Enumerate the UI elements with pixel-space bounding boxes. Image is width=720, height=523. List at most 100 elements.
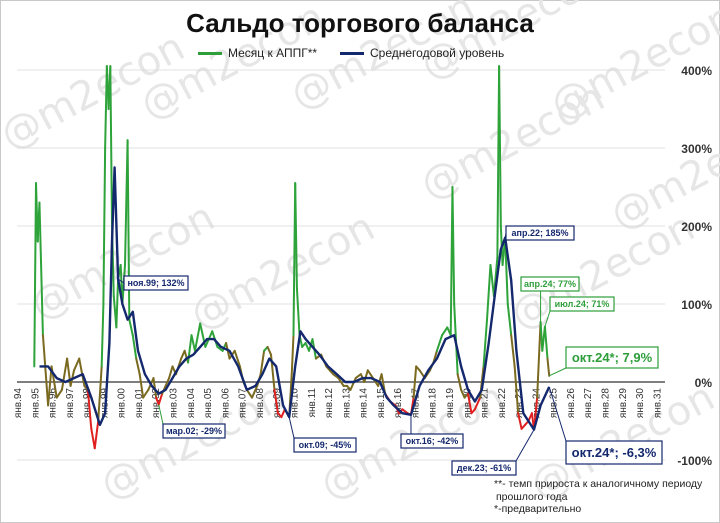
monthly-series-segment-118 xyxy=(456,373,463,391)
monthly-series-segment-55 xyxy=(216,345,224,352)
monthly-series-segment-16 xyxy=(93,420,100,450)
monthly-series-segment-76 xyxy=(294,182,298,290)
monthly-series-segment-35 xyxy=(138,373,145,399)
monthly-series-segment-119 xyxy=(460,388,466,399)
annotation-label-8: окт.24*; 7,9% xyxy=(572,350,653,365)
monthly-series-segment-19 xyxy=(102,147,107,305)
x-tick-label-9: янв.03 xyxy=(169,388,180,419)
annotation-leader-8 xyxy=(549,367,567,377)
monthly-series-segment-50 xyxy=(193,322,202,352)
monthly-series-segment-23 xyxy=(109,65,114,227)
x-tick-label-4: янв.98 xyxy=(82,388,93,419)
monthly-series-segment-31 xyxy=(126,139,131,321)
monthly-series-segment-40 xyxy=(157,392,164,406)
monthly-series-segment-147 xyxy=(546,357,551,377)
annotation-box-2 xyxy=(293,437,357,453)
monthly-series-segment-130 xyxy=(498,65,502,227)
annotation-label-2: окт.09; -45% xyxy=(299,440,352,450)
monthly-series-segment-91 xyxy=(349,377,357,391)
monthly-series-segment-11 xyxy=(73,357,81,372)
monthly-series-segment-0 xyxy=(33,182,38,368)
chart-title: Сальдо торгового баланса xyxy=(186,8,534,38)
monthly-series-segment-113 xyxy=(441,326,449,337)
annotation-leader-0 xyxy=(117,278,125,284)
x-tick-label-27: янв.21 xyxy=(480,388,491,419)
x-tick-label-19: янв.13 xyxy=(341,388,352,419)
monthly-series-segment-134 xyxy=(506,303,513,337)
annotation-box-6 xyxy=(520,276,580,292)
monthly-series-segment-127 xyxy=(489,264,495,298)
annotation-box-1 xyxy=(162,423,226,439)
monthly-series-segment-5 xyxy=(47,365,53,407)
x-tick-label-8: янв.02 xyxy=(151,388,162,419)
monthly-series-segment-126 xyxy=(486,264,492,321)
monthly-series-segment-63 xyxy=(251,384,259,399)
monthly-series-segment-8 xyxy=(60,357,69,391)
monthly-series-segment-9 xyxy=(66,357,72,387)
annotation-label-9: окт.24*; -6,3% xyxy=(572,445,657,460)
x-tick-label-1: янв.95 xyxy=(30,388,41,419)
x-tick-label-21: янв.15 xyxy=(376,388,387,419)
annotation-box-7 xyxy=(549,296,615,312)
annotation-box-9 xyxy=(565,440,663,465)
monthly-series-segment-36 xyxy=(142,388,150,399)
monthly-series-segment-14 xyxy=(86,388,93,430)
x-tick-label-36: янв.30 xyxy=(635,388,646,419)
annotation-label-0: ноя.99; 132% xyxy=(127,278,184,288)
x-tick-label-23: янв.17 xyxy=(410,388,421,419)
x-tick-label-6: янв.00 xyxy=(117,388,128,419)
annotation-label-1: мар.02; -29% xyxy=(166,426,222,436)
watermark-8: @m2econ xyxy=(503,204,702,339)
monthly-series-segment-125 xyxy=(482,318,489,368)
y-tick-label-2: 200% xyxy=(681,220,712,234)
y-tick-label-1: 300% xyxy=(681,142,712,156)
annotation-box-3 xyxy=(400,433,464,449)
monthly-series-segment-62 xyxy=(245,388,254,399)
x-tick-label-11: янв.05 xyxy=(203,388,214,419)
annotation-box-5 xyxy=(451,460,517,476)
monthly-series-segment-42 xyxy=(164,377,171,387)
x-tick-label-24: янв.18 xyxy=(428,388,439,419)
monthly-series-segment-103 xyxy=(401,408,409,415)
monthly-series-segment-26 xyxy=(115,278,120,329)
annotation-leader-5 xyxy=(515,429,535,462)
x-tick-label-25: янв.19 xyxy=(445,388,456,419)
x-tick-label-26: янв.20 xyxy=(462,388,473,419)
legend-swatch-monthly xyxy=(198,51,222,55)
annual-avg-series-line xyxy=(39,166,551,431)
x-tick-label-20: янв.14 xyxy=(359,388,370,419)
annotation-box-8 xyxy=(565,346,659,369)
annotation-leader-9 xyxy=(548,386,567,442)
annotation-label-4: апр.22; 185% xyxy=(512,228,569,238)
x-tick-label-2: янв.96 xyxy=(48,388,59,419)
x-tick-label-17: янв.11 xyxy=(307,388,318,418)
footnote-3: *-предварительно xyxy=(494,503,582,515)
monthly-series-segment-123 xyxy=(473,396,482,411)
x-tick-label-18: янв.12 xyxy=(324,388,335,419)
monthly-series-segment-32 xyxy=(128,318,134,337)
monthly-series-segment-87 xyxy=(332,373,340,380)
monthly-series-segment-59 xyxy=(233,349,241,368)
annotation-label-6: апр.24; 77% xyxy=(524,279,576,289)
footnotes: **- темп прироста к аналогичному периоду… xyxy=(494,478,702,516)
legend-label-monthly: Месяц к АППГ** xyxy=(228,46,318,60)
x-tick-label-0: янв.94 xyxy=(13,388,24,419)
x-tick-label-13: янв.07 xyxy=(238,388,249,419)
x-tick-label-28: янв.22 xyxy=(497,388,508,419)
monthly-series-segment-3 xyxy=(38,201,44,337)
legend-label-annual: Среднегодовой уровень xyxy=(370,46,505,60)
x-tick-label-34: янв.28 xyxy=(601,388,612,419)
monthly-series-segment-135 xyxy=(510,334,516,368)
monthly-series-segment-67 xyxy=(266,345,273,356)
x-tick-label-32: янв.26 xyxy=(566,388,577,419)
annotation-box-0 xyxy=(123,275,189,291)
annotation-leader-2 xyxy=(288,416,295,439)
monthly-series-segment-71 xyxy=(280,408,286,419)
monthly-series-segment-34 xyxy=(135,357,141,376)
annotation-label-3: окт.16; -42% xyxy=(406,436,459,446)
monthly-series-segment-65 xyxy=(259,349,266,376)
x-tick-label-3: янв.97 xyxy=(65,388,76,419)
monthly-series-segment-112 xyxy=(435,334,444,352)
